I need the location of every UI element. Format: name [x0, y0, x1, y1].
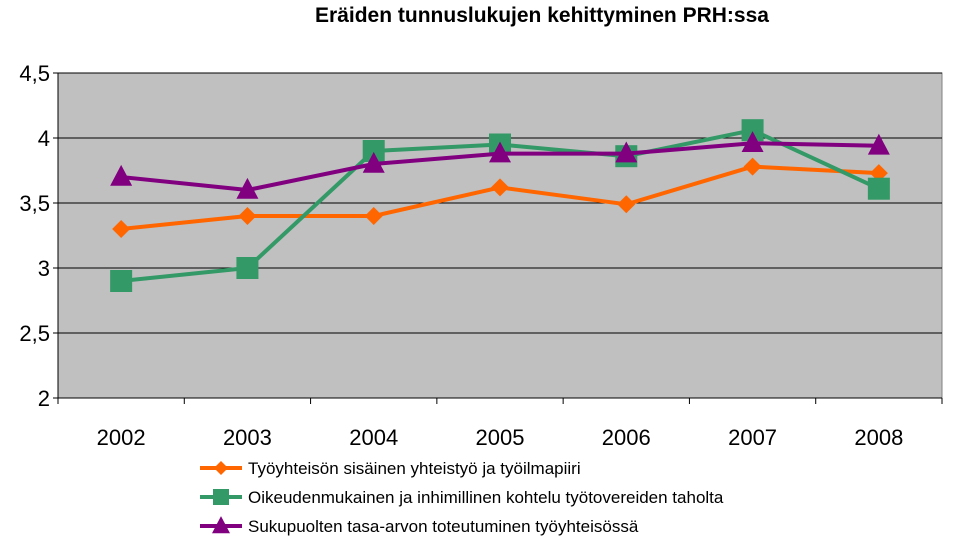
legend-item: Sukupuolten tasa-arvon toteutuminen työy…	[200, 516, 639, 536]
legend-item: Oikeudenmukainen ja inhimillinen kohtelu…	[200, 488, 724, 507]
legend-marker-triangle	[212, 516, 230, 534]
axes-group: 2 2,5 3 3,5 4 4,5 2002 2003 2004 2005 2006 2007 2008	[19, 61, 943, 450]
data-point-triangle	[362, 151, 385, 173]
data-point-square	[741, 119, 764, 142]
data-point-square	[867, 177, 890, 200]
series-1	[112, 157, 888, 238]
x-tick-label: 2005	[476, 425, 525, 450]
data-point-triangle	[615, 141, 638, 163]
legend: Työyhteisön sisäinen yhteistyö ja työilm…	[200, 459, 724, 536]
series-3	[110, 131, 890, 199]
x-tick-label: 2007	[728, 425, 777, 450]
plot-background	[57, 72, 943, 399]
y-tick-label: 2	[38, 386, 50, 411]
y-tick-label: 4,5	[19, 61, 50, 86]
data-point-diamond	[238, 207, 257, 225]
y-tick-label: 2,5	[19, 321, 50, 346]
data-point-square	[110, 270, 133, 292]
data-point-triangle	[741, 131, 764, 152]
data-point-diamond	[112, 220, 131, 238]
plot-area-group	[57, 72, 943, 399]
legend-marker-square	[213, 489, 229, 505]
data-point-triangle	[867, 133, 890, 155]
y-tick-label: 3	[38, 256, 50, 281]
x-tick-label: 2003	[223, 425, 272, 450]
data-point-diamond	[364, 207, 383, 225]
chart-title: Eräiden tunnuslukujen kehittyminen PRH:s…	[315, 4, 769, 27]
x-tick-label: 2002	[97, 425, 146, 450]
legend-label: Sukupuolten tasa-arvon toteutuminen työy…	[248, 517, 639, 536]
legend-item: Työyhteisön sisäinen yhteistyö ja työilm…	[200, 459, 581, 478]
legend-marker-diamond	[214, 461, 228, 475]
x-tick-label: 2006	[602, 425, 651, 450]
data-point-triangle	[489, 141, 511, 163]
data-point-triangle	[110, 164, 133, 186]
legend-label: Oikeudenmukainen ja inhimillinen kohtelu…	[248, 488, 724, 507]
data-point-triangle	[236, 177, 259, 199]
legend-label: Työyhteisön sisäinen yhteistyö ja työilm…	[248, 459, 581, 478]
y-tick-label: 3,5	[19, 191, 50, 216]
data-point-diamond	[743, 157, 762, 176]
x-tick-label: 2008	[854, 425, 903, 450]
y-tick-label: 4	[38, 126, 50, 151]
series-group	[110, 119, 890, 292]
data-point-square	[362, 140, 385, 162]
data-point-square	[236, 257, 259, 279]
x-tick-label: 2004	[349, 425, 398, 450]
data-point-diamond	[869, 164, 888, 183]
data-point-diamond	[491, 178, 509, 197]
data-point-diamond	[617, 195, 636, 214]
